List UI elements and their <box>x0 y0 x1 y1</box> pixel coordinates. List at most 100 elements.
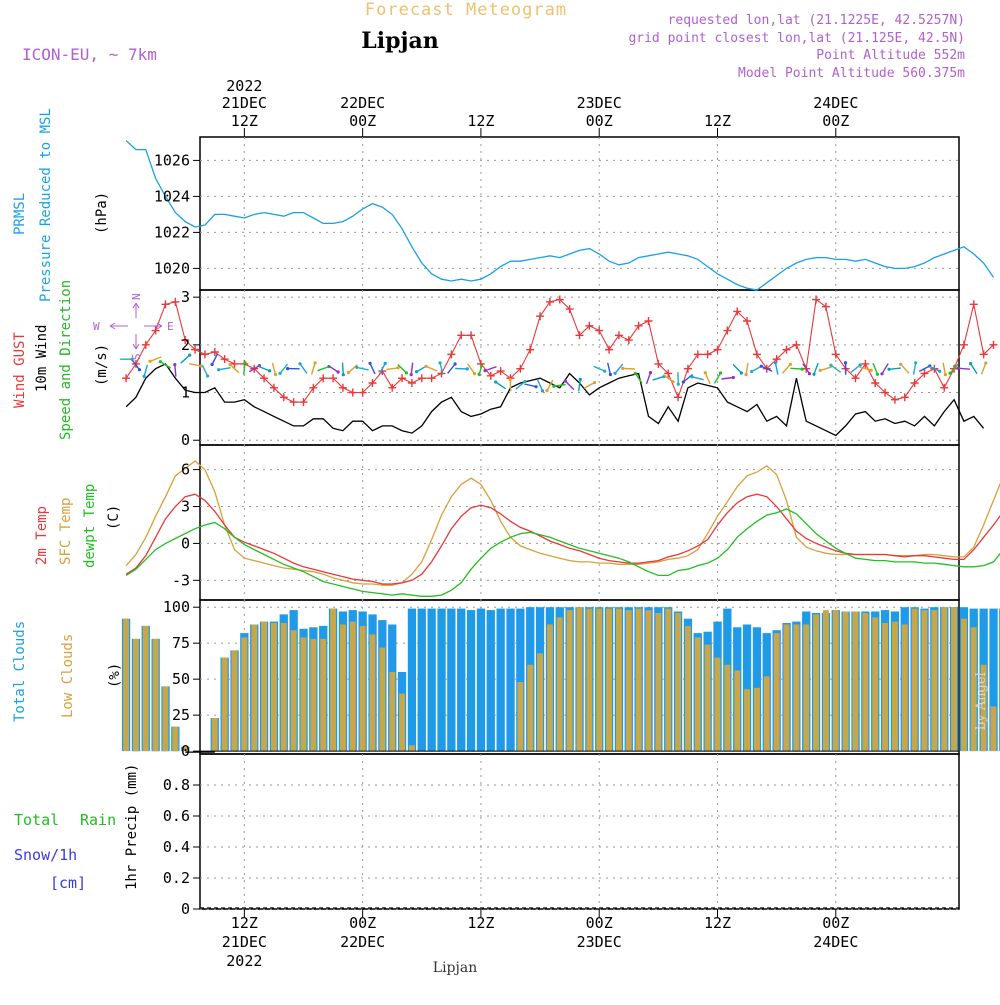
gust-marker <box>142 341 150 349</box>
low-cloud-bar <box>261 622 267 752</box>
direction-arrow-head <box>812 373 815 376</box>
direction-arrow-head <box>509 378 512 381</box>
direction-arrow <box>426 366 437 371</box>
low-cloud-bar <box>330 609 336 752</box>
gust-marker <box>822 303 830 311</box>
direction-arrow <box>219 368 231 370</box>
precip-rain-label: Rain <box>80 811 116 829</box>
direction-arrow-head <box>634 372 637 375</box>
direction-arrow <box>820 367 832 371</box>
direction-arrow-head <box>523 380 526 383</box>
direction-arrow <box>971 364 977 374</box>
direction-arrow-head <box>355 366 358 369</box>
direction-arrow-head <box>844 361 847 364</box>
tick-hour: 00Z <box>349 914 376 932</box>
y-tick-label: 3 <box>181 288 190 306</box>
direction-arrow-head <box>478 373 481 376</box>
low-cloud-bar <box>931 610 937 751</box>
y-tick-label: 6 <box>181 461 190 479</box>
direction-arrow-head <box>760 365 763 368</box>
direction-arrow <box>790 368 802 369</box>
model-label: ICON-EU, ~ 7km <box>22 45 157 64</box>
gust-marker <box>674 393 682 401</box>
direction-arrow-head <box>159 360 162 363</box>
direction-arrow <box>386 368 398 370</box>
grid-point-coords: grid point closest lon,lat (21.125E, 42.… <box>628 31 965 46</box>
direction-arrow-head <box>415 370 418 373</box>
direction-arrow-head <box>466 367 469 370</box>
gust-marker <box>615 331 623 339</box>
direction-arrow-head <box>690 375 693 378</box>
direction-arrow-head <box>314 361 317 364</box>
direction-arrow <box>873 363 878 374</box>
direction-arrow <box>705 373 710 384</box>
tick-hour: 12Z <box>467 914 494 932</box>
direction-arrow-head <box>279 372 282 375</box>
low-cloud-bar <box>813 614 819 751</box>
direction-arrow <box>889 368 901 369</box>
wind-10m-label: 10m Wind <box>34 325 50 392</box>
model-altitude: Model Point Altitude 560.375m <box>738 66 965 81</box>
time-tick-top: 12Z <box>467 112 494 137</box>
direction-arrow-head <box>801 368 804 371</box>
gust-marker <box>162 300 170 308</box>
direction-arrow <box>653 376 664 380</box>
low-cloud-bar <box>724 665 730 751</box>
y-tick-label: 0.2 <box>163 869 190 887</box>
total-cloud-bar <box>408 609 416 752</box>
low-cloud-bar <box>734 671 740 752</box>
low-cloud-bar <box>685 626 691 751</box>
direction-arrow <box>411 363 413 375</box>
gust-marker <box>457 331 465 339</box>
direction-arrow-head <box>552 385 555 388</box>
gust-marker <box>300 398 308 406</box>
y-tick-label: 0 <box>181 742 190 760</box>
low-cloud-bar <box>596 609 602 752</box>
direction-arrow-head <box>621 367 624 370</box>
gust-marker <box>960 341 968 349</box>
pressure-unit: (hPa) <box>94 192 110 234</box>
direction-arrow-head <box>614 372 617 375</box>
direction-arrow <box>746 363 748 375</box>
direction-arrow <box>181 355 190 363</box>
y-tick-label: 0.6 <box>163 807 190 825</box>
low-cloud-bar <box>360 626 366 751</box>
direction-arrow-head <box>454 362 457 365</box>
tick-date: 23DEC <box>577 933 622 951</box>
y-tick-label: 0.8 <box>163 776 190 794</box>
low-cloud-bar <box>586 609 592 752</box>
direction-arrow-head <box>732 376 735 379</box>
plot-layer <box>120 141 1000 908</box>
low-cloud-bar <box>340 625 346 752</box>
direction-arrow-head <box>808 372 811 375</box>
gust-marker <box>605 346 613 354</box>
direction-arrow <box>144 365 147 377</box>
gust-marker <box>812 296 820 304</box>
tick-date: 23DEC <box>577 94 622 112</box>
tick-hour: 12Z <box>704 112 731 130</box>
low-cloud-bar <box>301 637 307 751</box>
low-cloud-bar <box>379 648 385 752</box>
direction-arrow <box>272 363 275 375</box>
direction-arrow-head <box>949 372 952 375</box>
low-cloud-bar <box>557 617 563 751</box>
gust-marker <box>684 365 692 373</box>
low-cloud-bar <box>636 609 642 752</box>
y-tick-label: 100 <box>163 598 190 616</box>
gust-marker <box>940 384 948 392</box>
direction-arrow-head <box>938 370 941 373</box>
gust-marker <box>635 322 643 330</box>
low-cloud-bar <box>744 689 750 751</box>
tick-hour: 00Z <box>586 914 613 932</box>
direction-arrow-head <box>899 363 902 366</box>
compass-arrows <box>110 303 162 349</box>
axes-layer: 12Z21DEC202212Z21DEC202200Z22DEC00Z22DEC… <box>154 77 858 970</box>
low-cloud-bar <box>281 623 287 751</box>
point-altitude: Point Altitude 552m <box>816 48 965 63</box>
temp-2m-line <box>126 494 1000 584</box>
low-cloud-bar <box>320 639 326 751</box>
low-cloud-bar <box>271 623 277 751</box>
